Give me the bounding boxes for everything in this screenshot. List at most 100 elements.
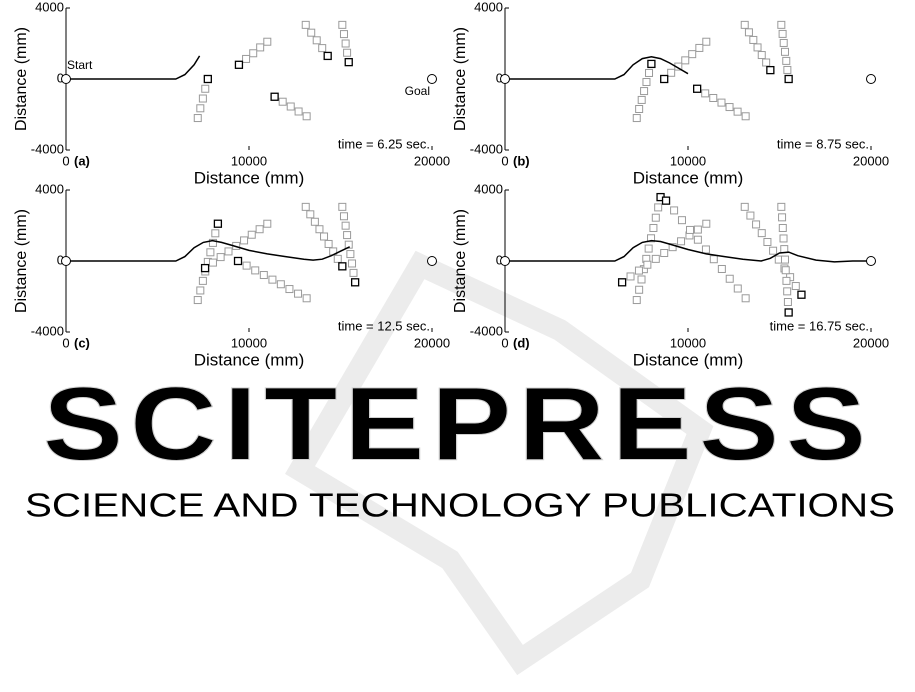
obstacle-trail xyxy=(779,38,788,47)
obstacle-trail xyxy=(709,93,718,102)
obstacle-trail xyxy=(667,68,676,77)
obstacle-trail xyxy=(740,202,749,211)
watermark: SCITEPRESS SCIENCE AND TECHNOLOGY PUBLIC… xyxy=(25,250,895,676)
obstacle-trail xyxy=(783,298,792,307)
obstacle-trail xyxy=(668,243,677,252)
obstacle-trail xyxy=(240,236,249,245)
x-axis-label: Distance (mm) xyxy=(633,168,744,187)
obstacle-trail xyxy=(749,35,758,44)
y-tick-label: 4000 xyxy=(35,181,64,196)
obstacle-current xyxy=(200,263,210,273)
obstacle-trail xyxy=(757,229,766,238)
obstacle-trail xyxy=(276,280,285,289)
obstacle-trail xyxy=(783,65,792,74)
obstacle-trail xyxy=(642,78,651,87)
obstacle-trail xyxy=(782,276,791,285)
obstacle-trail xyxy=(769,246,778,255)
y-tick-label: 0 xyxy=(496,70,503,85)
obstacle-trail xyxy=(778,29,787,38)
obstacle-trail xyxy=(256,43,265,52)
obstacle-trail xyxy=(249,49,258,58)
obstacle-trail xyxy=(208,238,217,247)
obstacle-trail xyxy=(302,294,311,303)
panel-label: (a) xyxy=(74,153,90,168)
obstacle-trail xyxy=(341,39,350,48)
obstacle-trail xyxy=(343,231,352,240)
y-axis-label: Distance (mm) xyxy=(452,209,469,313)
obstacle-trail xyxy=(637,95,646,104)
obstacle-trail xyxy=(198,94,207,103)
y-tick-label: 4000 xyxy=(35,0,64,14)
obstacle-trail xyxy=(783,287,792,296)
obstacle-trail xyxy=(349,268,358,277)
obstacle-trail xyxy=(640,87,649,96)
obstacle-current xyxy=(661,196,671,205)
obstacle-trail xyxy=(268,275,277,284)
obstacle-trail xyxy=(670,206,679,215)
obstacle-trail xyxy=(762,58,771,67)
obstacle-trail xyxy=(651,213,660,222)
y-tick-label: 0 xyxy=(496,252,503,267)
obstacle-trail xyxy=(259,271,268,280)
obstacle-trail xyxy=(193,296,202,305)
obstacle-trail xyxy=(196,286,205,295)
obstacle-trail xyxy=(740,20,749,29)
obstacle-trail xyxy=(344,240,353,249)
obstacle-current xyxy=(784,308,793,317)
obstacle-trail xyxy=(285,285,294,294)
obstacle-trail xyxy=(302,112,311,121)
obstacle-trail xyxy=(763,238,772,247)
obstacle-trail xyxy=(660,249,669,258)
obstacle-trail xyxy=(286,102,295,111)
robot-path xyxy=(505,56,689,80)
obstacle-trail xyxy=(753,43,762,52)
y-axis-label: Distance (mm) xyxy=(13,27,30,131)
x-axis-label: Distance (mm) xyxy=(633,350,744,369)
goal-marker xyxy=(866,256,876,266)
obstacle-trail xyxy=(312,36,321,45)
obstacle-trail xyxy=(208,258,217,267)
obstacle-trail xyxy=(338,20,347,29)
x-tick-label: 20000 xyxy=(414,153,450,168)
x-tick-label: 10000 xyxy=(670,153,706,168)
obstacle-current xyxy=(350,278,360,287)
obstacle-trail xyxy=(645,68,654,77)
obstacle-trail xyxy=(647,234,656,243)
obstacle-current xyxy=(338,262,347,271)
x-tick-label: 0 xyxy=(62,153,69,168)
obstacle-trail xyxy=(247,230,256,239)
obstacle-trail xyxy=(307,28,316,37)
obstacle-trail xyxy=(677,237,686,246)
obstacle-trail xyxy=(278,97,287,106)
obstacle-trail xyxy=(635,104,644,113)
obstacle-trail xyxy=(320,232,329,241)
y-tick-label: -4000 xyxy=(31,141,64,156)
panel-label: (c) xyxy=(74,335,90,350)
obstacle-trail xyxy=(780,47,789,56)
obstacle-trail xyxy=(725,103,734,112)
obstacle-trail xyxy=(193,114,202,123)
obstacle-trail xyxy=(338,202,347,211)
start-marker xyxy=(500,256,510,266)
obstacle-trail xyxy=(216,253,225,262)
obstacle-trail xyxy=(315,225,324,234)
obstacle-trail xyxy=(733,284,742,293)
obstacle-trail xyxy=(701,89,710,98)
y-axis-label: Distance (mm) xyxy=(452,27,469,131)
obstacle-trail xyxy=(744,28,753,37)
start-marker xyxy=(61,74,71,84)
obstacle-trail xyxy=(693,235,702,244)
obstacle-trail xyxy=(757,51,766,60)
obstacle-trail xyxy=(777,20,786,29)
y-tick-label: 0 xyxy=(57,252,64,267)
obstacle-current xyxy=(233,256,243,266)
obstacle-trail xyxy=(637,275,646,284)
obstacle-trail xyxy=(701,245,710,254)
obstacle-trail xyxy=(339,30,348,39)
obstacle-current xyxy=(234,60,244,69)
obstacle-trail xyxy=(779,234,788,243)
watermark-title: SCITEPRESS xyxy=(43,366,873,482)
x-tick-label: 10000 xyxy=(231,153,267,168)
